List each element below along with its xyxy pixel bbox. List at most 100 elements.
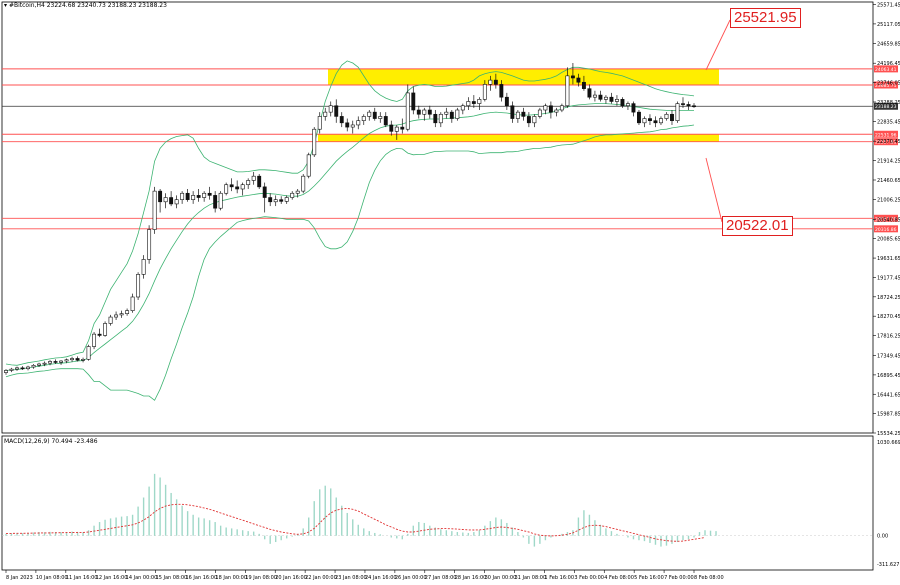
candle-body xyxy=(389,124,394,132)
candle-body xyxy=(620,99,625,107)
candle-body xyxy=(670,113,674,121)
candle-body xyxy=(20,367,25,370)
candle-body xyxy=(37,363,41,366)
symbol-label: #Bitcoin,H4 xyxy=(8,2,45,9)
candle-body xyxy=(136,274,141,298)
candle-body xyxy=(653,120,658,124)
candle-body xyxy=(295,190,300,194)
price-pane-frame xyxy=(1,1,874,434)
candle-body xyxy=(81,359,86,361)
price-tick-label: 16895.45 xyxy=(877,373,900,379)
time-tick-label: 14 Jan 00:00 xyxy=(126,575,158,581)
price-tick-label: 23288.25 xyxy=(877,100,900,106)
price-tick-label: 22835.45 xyxy=(877,119,900,125)
candle-body xyxy=(532,116,537,124)
candle-body xyxy=(152,190,157,230)
candle-body xyxy=(312,128,317,156)
bollinger-middle-line xyxy=(5,103,694,371)
price-tick-label: 25571.45 xyxy=(877,2,900,8)
time-tick-label: 19 Jan 08:00 xyxy=(245,575,277,581)
level-label: 22531.96 xyxy=(875,132,897,138)
candle-body xyxy=(675,103,680,121)
candle-body xyxy=(598,94,603,100)
chart-header: ▾ #Bitcoin,H4 23224.68 23240.73 23188.23… xyxy=(4,2,167,9)
time-tick-label: 11 Jan 16:00 xyxy=(66,575,98,581)
candle-body xyxy=(614,99,619,102)
candle-body xyxy=(26,366,30,370)
macd-tick-label: 1030.669 xyxy=(877,440,900,446)
candle-body xyxy=(394,126,399,132)
candle-body xyxy=(125,310,130,314)
candle-body xyxy=(609,96,614,102)
candle-body xyxy=(235,186,240,190)
time-tick-label: 4 Feb 08:00 xyxy=(604,575,634,581)
candle-body xyxy=(411,92,416,111)
level-tag xyxy=(874,130,898,138)
candle-body xyxy=(53,361,58,363)
candle-body xyxy=(251,175,256,181)
macd-tick-label: -311.627 xyxy=(877,562,899,568)
candle-body xyxy=(290,192,295,198)
time-tick-label: 16 Jan 16:00 xyxy=(185,575,217,581)
candle-body xyxy=(345,122,350,128)
time-tick-label: 12 Jan 16:00 xyxy=(96,575,128,581)
price-tick-label: 18270.45 xyxy=(877,314,900,320)
candle-body xyxy=(648,118,652,121)
dropdown-triangle-icon[interactable]: ▾ xyxy=(4,2,8,9)
level-label: 22357.81 xyxy=(875,140,897,146)
candle-body xyxy=(356,120,361,126)
candle-body xyxy=(642,118,647,124)
price-tick-label: 19631.65 xyxy=(877,256,900,262)
candle-body xyxy=(471,101,476,104)
candle-body xyxy=(350,124,355,128)
candle-body xyxy=(301,175,306,192)
candle-body xyxy=(317,116,322,130)
time-tick-label: 7 Feb 00:00 xyxy=(664,575,694,581)
candle-body xyxy=(554,109,559,113)
level-label: 23188.23 xyxy=(875,104,897,110)
candle-body xyxy=(207,192,212,196)
candle-body xyxy=(246,180,251,186)
price-zone xyxy=(318,134,719,142)
candle-body xyxy=(372,111,377,119)
level-label: 20316.86 xyxy=(875,227,897,233)
price-tick-label: 16441.65 xyxy=(877,392,900,398)
price-tick-label: 15987.85 xyxy=(877,412,900,418)
candle-body xyxy=(521,111,526,117)
candle-body xyxy=(664,113,669,119)
candle-body xyxy=(92,333,97,347)
candle-body xyxy=(180,192,185,200)
upper-target-callout: 25521.95 xyxy=(730,8,801,28)
candle-body xyxy=(75,358,80,361)
time-tick-label: 8 Jan 2023 xyxy=(6,575,33,581)
candle-body xyxy=(31,365,36,368)
candle-body xyxy=(587,88,592,98)
candle-body xyxy=(537,109,542,117)
level-tag xyxy=(874,65,898,73)
candle-body xyxy=(268,197,273,203)
candle-body xyxy=(64,359,69,362)
candle-body xyxy=(383,116,388,126)
candle-body xyxy=(455,109,460,119)
lower-target-callout: 20522.01 xyxy=(722,216,793,236)
price-tick-label: 24659.85 xyxy=(877,41,900,47)
candle-body xyxy=(493,79,498,85)
candle-body xyxy=(42,362,47,365)
candle-body xyxy=(130,296,135,311)
level-label: 20563.20 xyxy=(875,216,897,222)
candle-body xyxy=(15,367,19,370)
candle-body xyxy=(559,105,564,111)
price-tick-label: 18724.25 xyxy=(877,295,900,301)
time-tick-label: 27 Jan 08:00 xyxy=(425,575,457,581)
candle-body xyxy=(543,105,548,111)
candle-body xyxy=(548,105,553,113)
candle-body xyxy=(477,99,482,104)
candle-body xyxy=(103,323,108,336)
callout-leader-lower xyxy=(705,157,723,223)
candle-body xyxy=(9,368,14,371)
candle-body xyxy=(361,116,366,121)
price-tick-label: 19177.45 xyxy=(877,275,900,281)
candle-body xyxy=(460,105,465,111)
macd-tick-label: 0.00 xyxy=(877,534,888,540)
candle-body xyxy=(499,84,504,98)
